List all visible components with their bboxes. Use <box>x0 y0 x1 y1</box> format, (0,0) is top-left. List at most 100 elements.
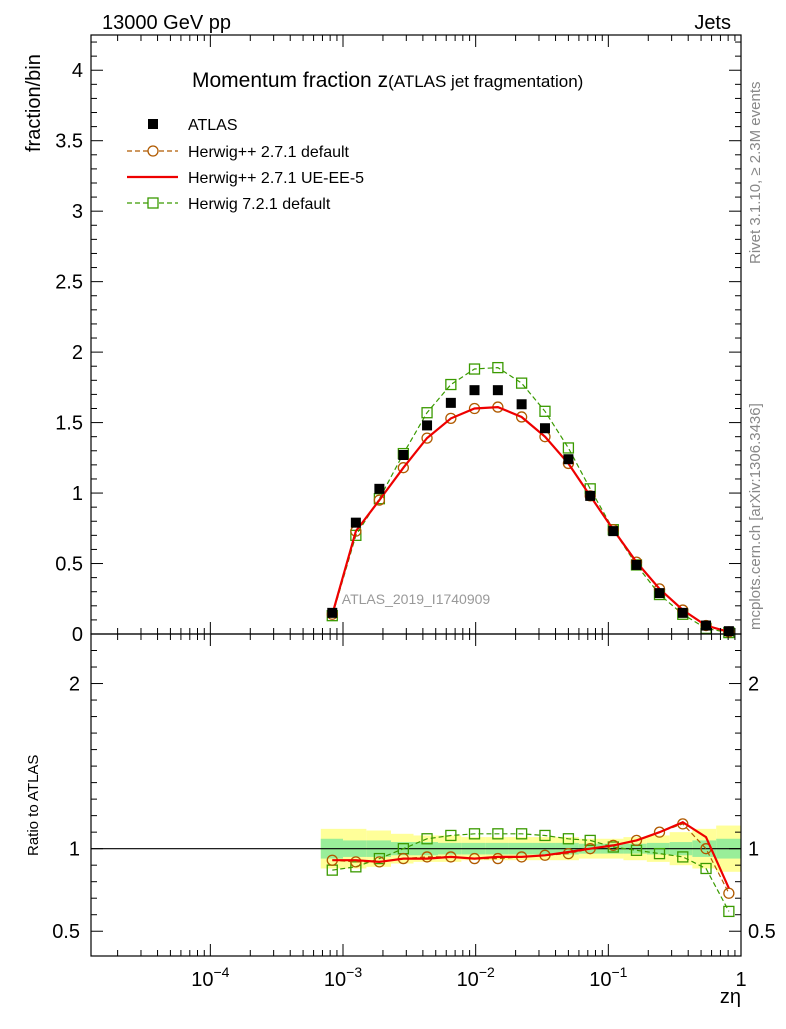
main-herwig-7-2-1-default-point <box>445 378 457 391</box>
main-herwig-2-7-1-default-point <box>445 412 457 425</box>
ratio-herwig-7-2-1-default-point <box>653 847 666 860</box>
ratio-herwig-7-2-1-default-point <box>700 862 712 875</box>
main-herwig-2-7-1-default-point <box>373 494 386 506</box>
ratio-y-tick-label: 0.5 <box>52 921 80 943</box>
chart-title-sub-text: (ATLAS jet fragmentation) <box>388 72 583 91</box>
ratio-herwig-7-2-1-default-point <box>515 828 528 840</box>
x-tick-label: 10−2 <box>457 964 495 991</box>
ratio-herwig-2-7-1-default-point <box>421 851 433 863</box>
ratio-herwig-7-2-1-default-point <box>468 828 481 840</box>
ratio-herwig-7-2-1-default-point <box>677 851 689 863</box>
x-tick-label-base: 10 <box>324 969 346 991</box>
rivet-label: Rivet 3.1.10, ≥ 2.3M events <box>747 82 764 265</box>
y-tick-label: 1 <box>72 483 83 505</box>
ratio-herwig-2-7-1-default-point <box>492 852 504 865</box>
main-herwig-7-2-1-default-point <box>539 405 551 417</box>
x-tick-label: 10−4 <box>191 964 229 991</box>
chart-title-main-text: Momentum fraction z <box>192 69 388 92</box>
ratio-herwig-7-2-1-default-point <box>539 829 551 842</box>
main-herwig-2-7-1-default-point <box>397 462 410 474</box>
ratio-herwig-2-7-1-default-point <box>653 826 666 838</box>
ratio-panel: 10−4 10−3 10−2 10−1 10.5 0.51 12 2 <box>52 622 776 991</box>
atlas-data-point <box>585 490 596 501</box>
legend-marker-herwig-2-7-1-default <box>147 145 159 157</box>
ratio-y-axis-label: Ratio to ATLAS <box>25 755 42 856</box>
atlas-data-point <box>398 450 409 461</box>
atlas-data-point <box>516 399 527 410</box>
ratio-herwig-7-2-1-default-point <box>445 829 457 842</box>
ratio-herwig-7-2-1-default-line <box>332 833 730 912</box>
legend-label-atlas: ATLAS <box>188 117 238 134</box>
ratio-herwig-7-2-1-default-point <box>492 828 504 840</box>
y-tick-label: 2 <box>72 342 83 364</box>
legend-marker-herwig-7-2-1-default <box>147 197 159 209</box>
legend-label-herwig-2-7-1-ue-ee-5: Herwig++ 2.7.1 UE-EE-5 <box>188 170 364 187</box>
atlas-data-point <box>723 626 734 637</box>
ratio-herwig-2-7-1-ue-ee-5-line <box>332 820 730 889</box>
x-tick-label-exponent: −1 <box>611 964 627 980</box>
y-axis-label: fraction/bin <box>23 54 45 152</box>
ratio-herwig-7-2-1-default-point <box>373 852 386 865</box>
header-right-label: Jets <box>694 12 731 34</box>
x-tick-label-exponent: −4 <box>213 964 229 980</box>
atlas-data-point <box>422 420 433 431</box>
atlas-data-point <box>677 607 688 618</box>
y-tick-label: 1.5 <box>55 413 83 435</box>
main-herwig-2-7-1-default-point <box>421 432 433 444</box>
legend: ATLAS Herwig++ 2.7.1 default Herwig++ 2.7.… <box>127 117 364 213</box>
x-tick-label-base: 10 <box>589 969 611 991</box>
legend-label-herwig-2-7-1-default: Herwig++ 2.7.1 default <box>188 144 350 161</box>
x-tick-label-base: 1 <box>735 969 746 991</box>
ratio-y-tick-label: 2 <box>69 674 80 696</box>
x-tick-label-exponent: −2 <box>479 964 495 980</box>
ratio-herwig-7-2-1-default-point <box>723 905 735 918</box>
x-tick-label: 10−3 <box>324 964 362 991</box>
main-herwig-7-2-1-default-point <box>515 377 528 389</box>
x-tick-label-exponent: −3 <box>346 964 362 980</box>
ratio-herwig-7-2-1-default-point <box>562 833 575 845</box>
y-tick-label: 0 <box>72 624 83 646</box>
mcplots-label: mcplots.cern.ch [arXiv:1306.3436] <box>747 403 764 630</box>
y-tick-label: 3 <box>72 201 83 223</box>
y-tick-label: 3.5 <box>55 131 83 153</box>
ratio-y-tick-label: 1 <box>69 839 80 861</box>
ratio-herwig-7-2-1-default-point <box>421 833 433 845</box>
atlas-data-point <box>350 517 361 528</box>
ratio-herwig-7-2-1-default-point <box>584 834 596 847</box>
y-tick-label: 2.5 <box>55 272 83 294</box>
atlas-data-point <box>539 423 550 434</box>
x-tick-label: 10−1 <box>589 964 627 991</box>
main-herwig-7-2-1-default-point <box>562 442 575 454</box>
legend-label-herwig-7-2-1-default: Herwig 7.2.1 default <box>188 196 331 213</box>
ratio-herwig-2-7-1-default-point <box>350 856 362 868</box>
main-herwig-7-2-1-default-point <box>492 361 504 374</box>
ratio-herwig-7-2-1-default-point <box>350 861 362 873</box>
atlas-data-point <box>445 397 456 408</box>
ratio-y-tick-label-right: 2 <box>748 674 759 696</box>
x-tick-label: 1 <box>735 969 746 991</box>
main-herwig-2-7-1-default-point <box>515 411 528 423</box>
legend-marker-atlas <box>148 119 158 129</box>
ratio-y-tick-label-right: 0.5 <box>748 921 776 943</box>
atlas-data-point <box>327 607 338 618</box>
y-tick-label: 4 <box>72 60 83 82</box>
watermark-label: ATLAS_2019_I1740909 <box>342 591 491 607</box>
atlas-data-point <box>608 526 619 537</box>
atlas-data-point <box>631 559 642 570</box>
y-tick-label: 0.5 <box>55 554 83 576</box>
atlas-data-point <box>563 454 574 465</box>
atlas-data-point <box>492 385 503 396</box>
chart-title-main: Momentum fraction z(ATLAS jet fragmentat… <box>192 69 583 92</box>
atlas-data-point <box>654 588 665 599</box>
main-herwig-7-2-1-default-point <box>421 407 433 419</box>
atlas-data-point <box>701 620 712 631</box>
main-herwig-7-2-1-default-point <box>468 363 481 375</box>
x-tick-label-base: 10 <box>191 969 213 991</box>
x-axis-label: zη <box>720 986 741 1008</box>
x-tick-label-base: 10 <box>457 969 479 991</box>
atlas-data-point <box>469 385 480 396</box>
ratio-frame <box>90 633 742 957</box>
main-panel: 0 0.5 1 1.5 2 2.5 3 3.5 4 <box>55 34 742 646</box>
